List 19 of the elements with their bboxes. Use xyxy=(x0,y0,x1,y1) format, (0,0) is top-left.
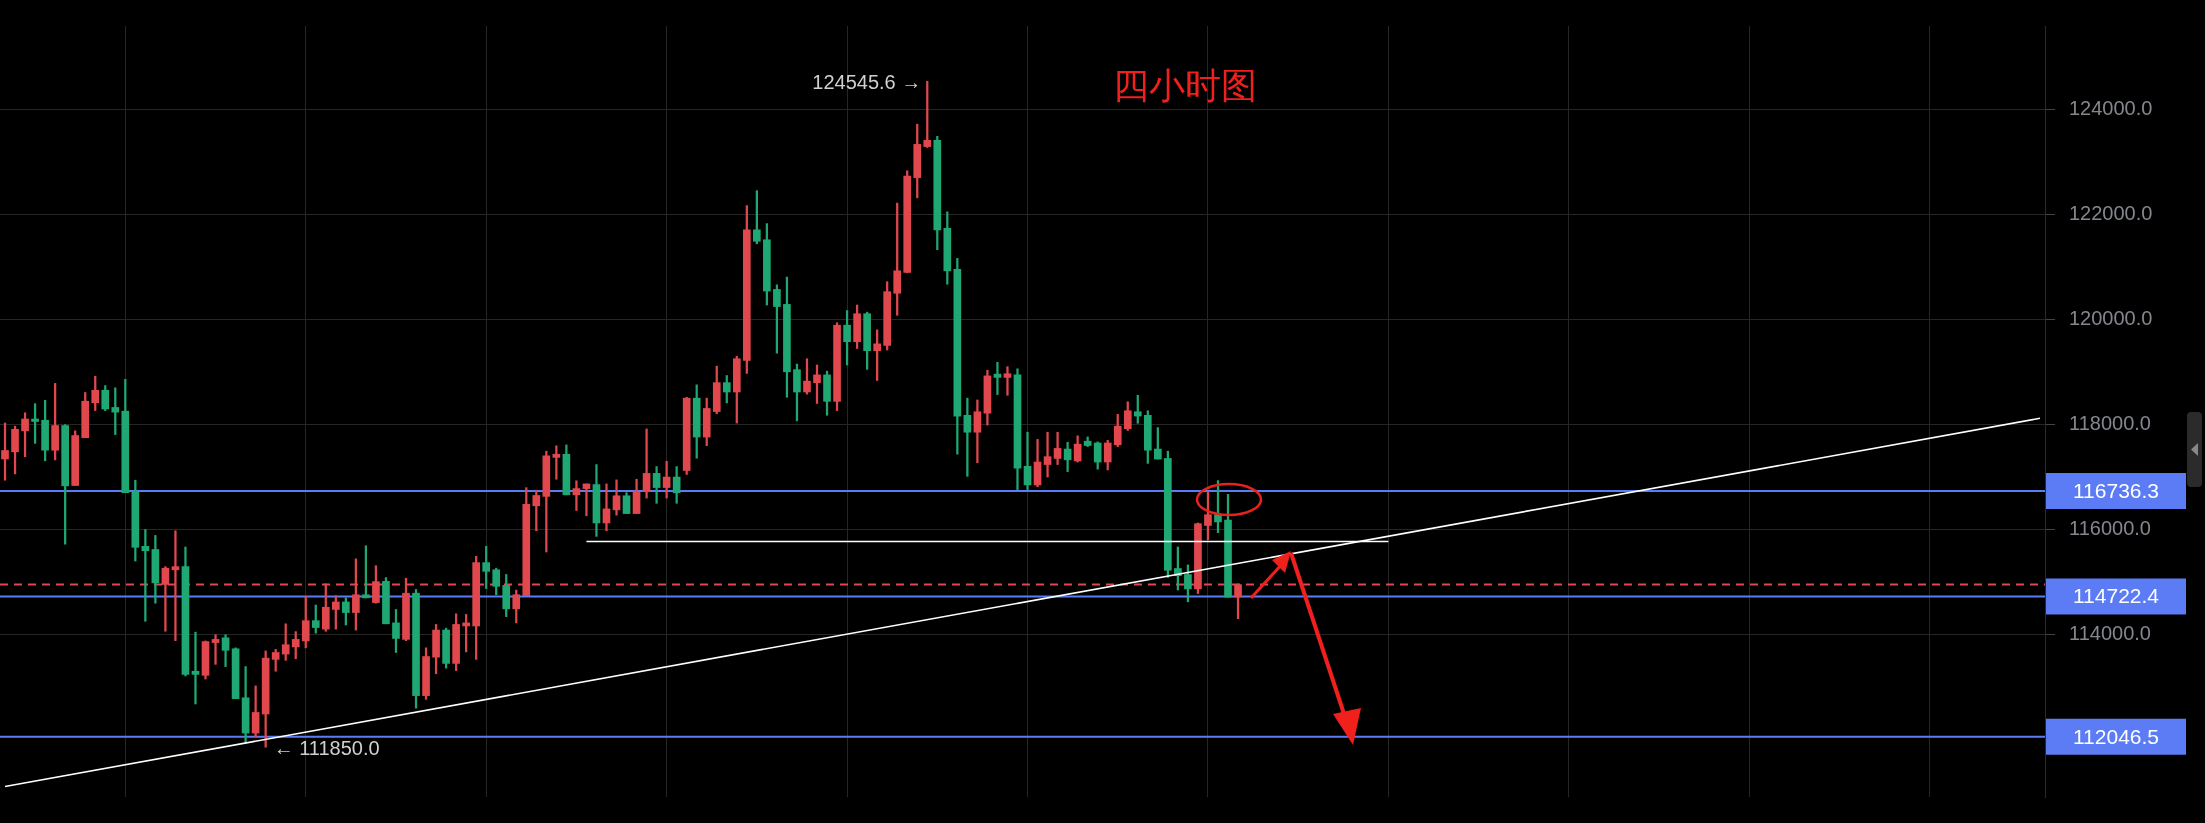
y-tick-label: 124000.0 xyxy=(2069,97,2153,120)
candlestick xyxy=(191,631,200,705)
y-tick-label: 116000.0 xyxy=(2069,517,2151,540)
annotation: ← 111850.0 xyxy=(273,736,380,759)
ref-line-label: 112046.5 xyxy=(2072,724,2160,748)
text: 四小时图 xyxy=(1113,64,1257,106)
y-tick-label: 122000.0 xyxy=(2069,202,2153,225)
y-tick-label: 118000.0 xyxy=(2069,412,2151,435)
candlestick xyxy=(1043,431,1052,478)
candlestick xyxy=(572,480,581,511)
candlestick xyxy=(211,634,220,665)
candlestick xyxy=(1003,366,1012,396)
y-tick-label: 114000.0 xyxy=(2069,621,2151,644)
candlestick xyxy=(993,362,1002,395)
ref-line-label: 116736.3 xyxy=(2072,478,2160,502)
ref-line-label: 114722.4 xyxy=(2072,584,2160,608)
annotation: 124545.6 → xyxy=(812,70,922,93)
candlestick xyxy=(642,428,651,499)
y-tick-label: 120000.0 xyxy=(2069,307,2153,330)
